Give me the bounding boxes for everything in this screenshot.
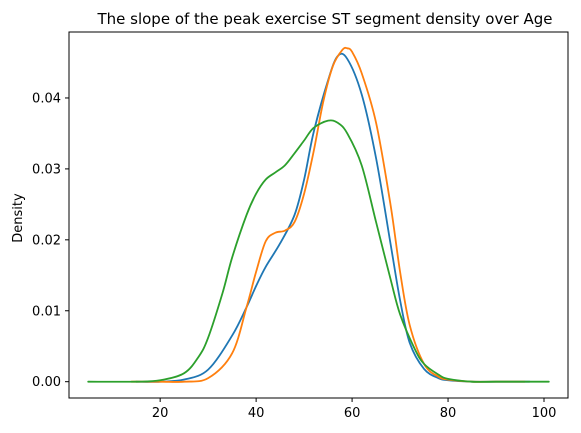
y-tick-label: 0.02 [32, 233, 61, 248]
y-axis-label: Density [11, 193, 26, 243]
x-tick-label: 100 [532, 406, 557, 421]
series-layer [87, 46, 550, 383]
series-line-2 [130, 46, 526, 383]
y-tick-label: 0.00 [32, 375, 61, 390]
y-tick-label: 0.04 [32, 91, 61, 106]
ticks-layer: 20 40 60 80 100 0.00 0.01 0.02 0.03 0.04 [32, 91, 556, 421]
x-tick-label: 60 [344, 406, 361, 421]
y-tick-label: 0.01 [32, 304, 61, 319]
series-line-1 [135, 52, 531, 383]
series-line-3 [87, 119, 550, 383]
plot-frame [68, 31, 569, 399]
x-tick-label: 80 [440, 406, 457, 421]
x-tick-label: 40 [248, 406, 265, 421]
y-tick-label: 0.03 [32, 162, 61, 177]
chart-title: The slope of the peak exercise ST segmen… [96, 10, 552, 28]
x-tick-label: 20 [152, 406, 169, 421]
